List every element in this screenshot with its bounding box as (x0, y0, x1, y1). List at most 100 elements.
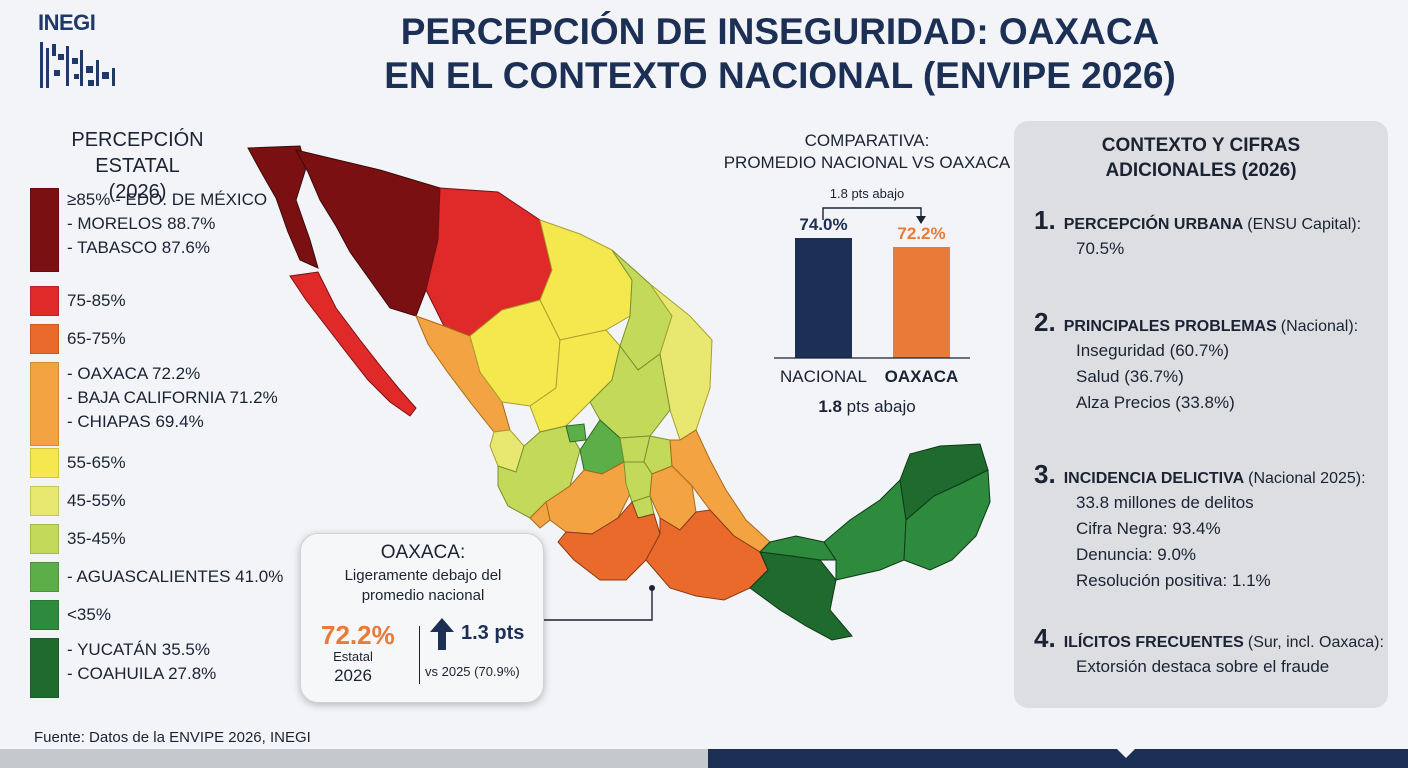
legend-swatch (30, 638, 59, 698)
context-item-line: Extorsión destaca sobre el fraude (1076, 657, 1330, 676)
context-item-line: 33.8 millones de delitos (1076, 493, 1254, 512)
state-jalisco (497, 425, 581, 519)
legend-item-label: 45-55% (67, 491, 126, 510)
legend-swatch (30, 562, 59, 592)
legend-item-label: <35% (67, 605, 111, 624)
footer-notch (1117, 749, 1135, 758)
legend-item: 35-45% (30, 524, 126, 554)
context-title-line-2: ADICIONALES (2026) (1105, 160, 1297, 181)
annotation-bottom-rest: pts abajo (842, 397, 916, 416)
state-san-luis-potosi (589, 344, 671, 439)
legend-item-label: - AGUASCALIENTES 41.0% (67, 567, 284, 586)
context-item-line: Inseguridad (60.7%) (1076, 341, 1230, 360)
legend-item-label: 65-75% (67, 329, 126, 348)
state-campeche (823, 478, 907, 581)
context-title: CONTEXTO Y CIFRAS ADICIONALES (2026) (1014, 133, 1388, 183)
legend-swatch (30, 188, 59, 272)
annotation-top: 1.8 pts abajo (830, 186, 904, 201)
title-line-1: PERCEPCIÓN DE INSEGURIDAD: OAXACA (400, 11, 1160, 52)
callout-subtitle-line-2: promedio nacional (361, 587, 485, 604)
legend-swatch (30, 524, 59, 554)
legend-item: - YUCATÁN 35.5% - COAHUILA 27.8% (30, 638, 216, 698)
legend-item-label: 55-65% (67, 453, 126, 472)
state-tabasco (758, 535, 837, 561)
legend-item: ≥85% - EDO. DE MÉXICO - MORELOS 88.7% - TA… (30, 188, 267, 272)
legend-item-label: - YUCATÁN 35.5% (67, 640, 210, 659)
annotation-bracket (822, 207, 922, 220)
legend-swatch (30, 286, 59, 316)
context-item-line: Denuncia: 9.0% (1076, 545, 1197, 564)
context-item: 3. INCIDENCIA DELICTIVA (Nacional 2025): 33… (1034, 461, 1384, 594)
state-coahuila (539, 219, 633, 341)
legend-item-label: - OAXACA 72.2% (67, 364, 201, 383)
context-item-line: Salud (36.7%) (1076, 367, 1184, 386)
comparison-chart: COMPARATIVA: PROMEDIO NACIONAL VS OAXACA … (722, 130, 1012, 416)
bar-value-label: 74.0% (799, 215, 847, 234)
context-item-line: Resolución positiva: 1.1% (1076, 571, 1271, 590)
legend-swatch (30, 486, 59, 516)
context-panel: CONTEXTO Y CIFRAS ADICIONALES (2026) 1. P… (1014, 121, 1388, 708)
legend-item: 45-55% (30, 486, 126, 516)
legend-item: <35% (30, 600, 111, 630)
logo-text: INEGI (38, 10, 96, 35)
chart-title: COMPARATIVA: PROMEDIO NACIONAL VS OAXACA (722, 130, 1012, 174)
legend-title: PERCEPCIÓN ESTATAL (2026) (30, 127, 245, 205)
source-note: Fuente: Datos de la ENVIPE 2026, INEGI (34, 729, 311, 746)
legend-item-label: - TABASCO 87.6% (67, 238, 210, 257)
context-item-label: ILÍCITOS FRECUENTES (1063, 634, 1244, 651)
oaxaca-callout: OAXACA: Ligeramente debajo del promedio … (300, 533, 544, 703)
legend-swatch (30, 324, 59, 354)
chart-title-line: PROMEDIO NACIONAL VS OAXACA (723, 153, 1011, 172)
legend-item-label: 35-45% (67, 529, 126, 548)
context-item-line: 70.5% (1076, 239, 1125, 258)
callout-year: 2026 (334, 666, 372, 685)
context-item: 2. PRINCIPALES PROBLEMAS (Nacional): Insegu… (1034, 307, 1384, 416)
callout-previous: vs 2025 (70.9%) (425, 664, 520, 679)
annotation-arrow-icon (916, 216, 926, 224)
title-line-2: EN EL CONTEXTO NACIONAL (ENVIPE 2026) (384, 55, 1176, 96)
context-item-line: Alza Precios (33.8%) (1076, 393, 1235, 412)
state-colima (529, 501, 551, 529)
legend-swatch (30, 600, 59, 630)
context-item: 4. ILÍCITOS FRECUENTES (Sur, incl. Oaxaca)… (1034, 623, 1384, 680)
bar-nacional (795, 238, 852, 358)
annotation-bottom-bold: 1.8 (818, 397, 842, 416)
context-item-label: PRINCIPALES PROBLEMAS (1063, 318, 1277, 335)
legend-item-label: - COAHUILA 27.8% (67, 664, 217, 683)
legend-item-label: - CHIAPAS 69.4% (67, 412, 204, 431)
context-item-qualifier: (ENSU Capital): (1247, 216, 1362, 233)
legend-item-label: - MORELOS 88.7% (67, 214, 216, 233)
context-item-qualifier: (Nacional 2025): (1248, 470, 1366, 487)
bar-oaxaca (893, 247, 950, 358)
callout-subtitle: Ligeramente debajo del promedio nacional (301, 566, 545, 606)
legend-item: 75-85% (30, 286, 126, 316)
legend-item: 55-65% (30, 448, 126, 478)
arrow-up-icon (430, 618, 454, 650)
context-item-label: PERCEPCIÓN URBANA (1063, 216, 1244, 233)
callout-delta: 1.3 pts (461, 622, 525, 644)
context-item-line: Cifra Negra: 93.4% (1076, 519, 1221, 538)
legend-title-line-2: (2026) (108, 181, 167, 203)
footer-bar-right (708, 749, 1408, 768)
legend-item-label: - BAJA CALIFORNIA 71.2% (67, 388, 278, 407)
bar-category-label: OAXACA (885, 367, 959, 386)
context-title-line-1: CONTEXTO Y CIFRAS (1101, 135, 1301, 156)
legend-item: 65-75% (30, 324, 126, 354)
state-quintana-roo (903, 469, 991, 571)
context-item-number: 2. (1034, 307, 1056, 337)
legend-swatch (30, 362, 59, 446)
legend-item-label: ≥85% - EDO. DE MÉXICO (67, 190, 268, 209)
mexico-choropleth-map (247, 145, 991, 641)
legend-title-line-1: PERCEPCIÓN ESTATAL (71, 129, 204, 177)
bar-value-label: 72.2% (897, 224, 945, 243)
page-title: PERCEPCIÓN DE INSEGURIDAD: OAXACA EN EL … (330, 10, 1230, 98)
legend-swatch (30, 448, 59, 478)
context-item: 1. PERCEPCIÓN URBANA (ENSU Capital): 70.5% (1034, 207, 1384, 262)
context-item-number: 4. (1034, 623, 1056, 653)
legend-item: - AGUASCALIENTES 41.0% (30, 562, 283, 592)
callout-divider (419, 626, 420, 684)
state-baja-california-sur (289, 271, 417, 417)
callout-value-label: Estatal (333, 649, 373, 664)
context-item-label: INCIDENCIA DELICTIVA (1063, 470, 1245, 487)
